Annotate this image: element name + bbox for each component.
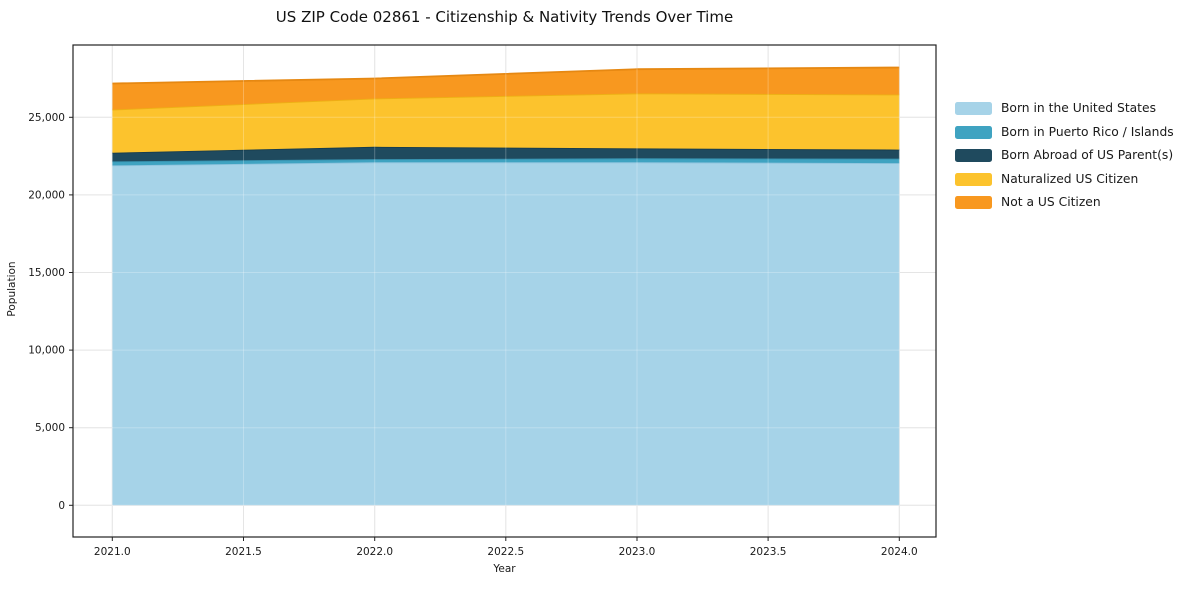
legend-label: Born in the United States: [1001, 101, 1156, 115]
plot-border: [72, 44, 937, 538]
x-tick-label: 2023.5: [750, 546, 787, 558]
x-axis-label: Year: [493, 563, 516, 575]
grid-overlay: [73, 45, 936, 537]
chart-legend: Born in the United States Born in Puerto …: [955, 102, 1174, 209]
axis-ticks: 2021.0 2021.5 2022.0 2022.5 2023.0 2023.5 2024…: [28, 112, 917, 558]
legend-swatch: [955, 196, 992, 209]
y-tick-label: 15,000: [28, 267, 65, 279]
legend-label: Naturalized US Citizen: [1001, 171, 1139, 186]
x-tick-label: 2024.0: [881, 546, 918, 558]
y-tick-label: 5,000: [35, 422, 65, 434]
y-tick-label: 10,000: [28, 345, 65, 357]
legend-label: Not a US Citizen: [1001, 195, 1101, 209]
x-tick-label: 2021.5: [225, 546, 262, 558]
legend-item: Born Abroad of US Parent(s): [955, 149, 1174, 162]
legend-swatch: [955, 125, 992, 139]
legend-item: Not a US Citizen: [955, 196, 1174, 209]
chart-title: US ZIP Code 02861 - Citizenship & Nativi…: [275, 8, 734, 26]
area-series-1: [112, 162, 900, 506]
legend-item: Born in Puerto Rico / Islands: [955, 124, 1174, 139]
y-tick-label: 0: [58, 500, 65, 512]
x-tick-label: 2022.5: [487, 546, 524, 558]
area-series-4: [112, 93, 900, 153]
legend-swatch: [955, 102, 992, 115]
area-series-5: [112, 67, 900, 110]
x-tick-label: 2023.0: [619, 546, 656, 558]
y-tick-label: 20,000: [28, 189, 65, 201]
legend-swatch: [955, 149, 992, 162]
x-tick-label: 2022.0: [356, 546, 393, 558]
stacked-areas: [112, 66, 900, 506]
legend-item: Naturalized US Citizen: [955, 171, 1174, 186]
legend-swatch: [955, 172, 992, 186]
legend-item: Born in the United States: [955, 102, 1174, 115]
legend-label: Born in Puerto Rico / Islands: [1001, 124, 1174, 139]
legend-label: Born Abroad of US Parent(s): [1001, 148, 1174, 162]
x-tick-label: 2021.0: [94, 546, 131, 558]
y-tick-label: 25,000: [28, 112, 65, 124]
area-edge-5: [112, 66, 900, 85]
area-series-3: [112, 146, 900, 162]
